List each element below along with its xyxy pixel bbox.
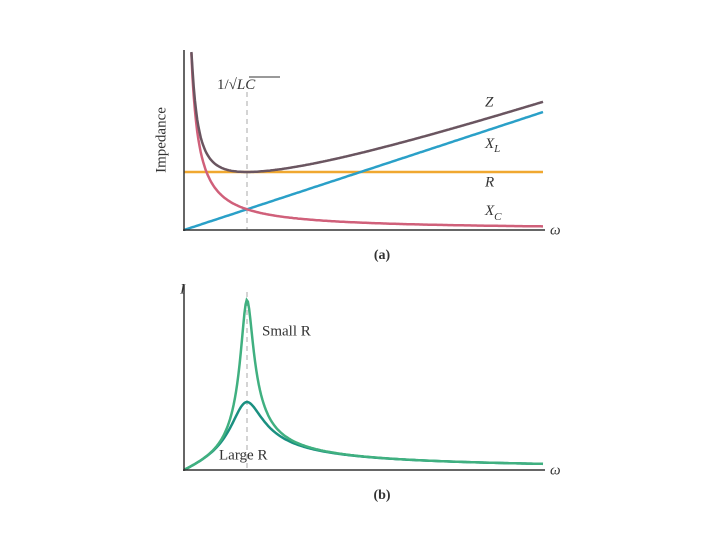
resonance-label: 1/√LC <box>217 77 256 93</box>
small-r-label: Small R <box>262 323 311 339</box>
xl-main: X <box>484 136 495 152</box>
small-r-curve <box>183 297 543 471</box>
xc-label: XC <box>484 203 502 222</box>
caption: (a) <box>374 248 391 263</box>
y-axis-label: I <box>179 281 186 297</box>
caption: (b) <box>373 488 390 503</box>
y-axis-label: Impedance <box>153 107 169 173</box>
z-label: Z <box>485 94 494 110</box>
xc-sub: C <box>494 211 502 223</box>
x-axis-label: ω <box>550 222 561 238</box>
panel-a: Impedance 1/√LC Z XL R XC ω (a) <box>153 50 561 263</box>
xl-curve <box>183 110 544 232</box>
resonance-arg: LC <box>236 77 256 93</box>
r-label: R <box>484 174 494 190</box>
panel-b: I Small R Large R ω (b) <box>179 281 561 503</box>
xl-sub: L <box>493 143 500 155</box>
large-r-label: Large R <box>219 447 267 463</box>
x-axis-label: ω <box>550 462 561 478</box>
xc-main: X <box>484 203 495 219</box>
xc-curve <box>190 53 543 228</box>
xl-label: XL <box>484 136 500 154</box>
resonance-prefix: 1/√ <box>217 77 238 93</box>
z-curve <box>190 51 544 174</box>
